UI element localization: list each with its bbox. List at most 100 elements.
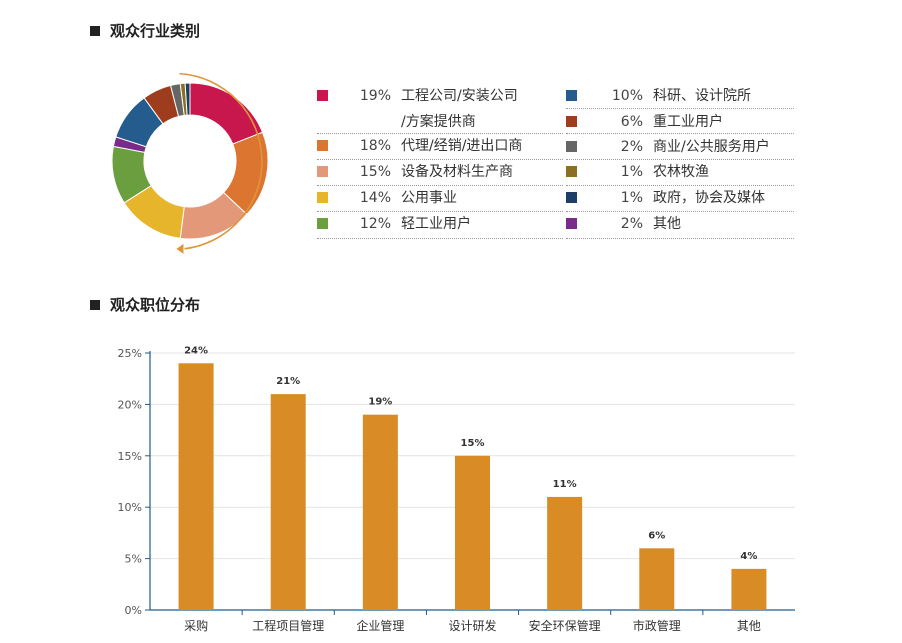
y-tick-label: 5% (125, 553, 142, 566)
legend-label: 代理/经销/进出口商 (401, 136, 522, 156)
legend-item: 19% 工程公司/安装公司/方案提供商 (317, 86, 518, 132)
legend-label-line: 公用事业 (401, 190, 457, 206)
legend-label-line: 工程公司/安装公司 (401, 88, 518, 104)
legend-label-line: 科研、设计院所 (653, 88, 751, 104)
legend-label-line: 其他 (653, 216, 681, 232)
legend-percent: 19% (359, 88, 391, 104)
legend-swatch (566, 141, 577, 152)
legend-swatch (566, 218, 577, 229)
y-tick-label: 20% (118, 398, 142, 411)
bar (270, 394, 306, 610)
legend-swatch (317, 166, 328, 177)
legend-item: 2% 其他 (566, 214, 681, 234)
industry-section-title: 观众行业类别 (90, 20, 200, 41)
legend-percent: 2% (620, 139, 643, 155)
x-category-label: 设计研发 (448, 618, 496, 633)
bar-value-label: 21% (276, 376, 300, 387)
industry-donut-chart (111, 72, 269, 254)
x-category-label: 安全环保管理 (529, 618, 601, 633)
legend-label-line: 轻工业用户 (401, 216, 471, 232)
legend-label: 商业/公共服务用户 (653, 137, 770, 157)
legend-label: 其他 (653, 214, 681, 234)
legend-percent: 1% (620, 164, 643, 180)
legend-divider (566, 185, 794, 186)
legend-label-line: /方案提供商 (401, 114, 476, 130)
legend-item: 14% 公用事业 (317, 188, 457, 208)
legend-label: 重工业用户 (653, 112, 723, 132)
legend-swatch (317, 90, 328, 101)
legend-swatch (566, 192, 577, 203)
legend-item: 15% 设备及材料生产商 (317, 162, 513, 182)
legend-label: 科研、设计院所 (653, 86, 751, 106)
legend-label-line: 政府，协会及媒体 (653, 190, 765, 206)
legend-percent: 6% (620, 114, 643, 130)
x-category-label: 工程项目管理 (252, 618, 324, 633)
y-tick-label: 15% (118, 450, 142, 463)
legend-item: 12% 轻工业用户 (317, 214, 471, 234)
legend-percent: 18% (359, 138, 391, 154)
bar-value-label: 11% (553, 479, 577, 490)
legend-divider (317, 211, 563, 212)
legend-divider (317, 238, 563, 239)
position-title-text: 观众职位分布 (110, 296, 201, 314)
legend-swatch (566, 116, 577, 127)
legend-label-line: 农林牧渔 (653, 164, 709, 180)
donut-slice (189, 82, 264, 145)
legend-divider (566, 211, 794, 212)
legend-divider (566, 108, 794, 109)
legend-item: 10% 科研、设计院所 (566, 86, 751, 106)
legend-swatch (317, 192, 328, 203)
bar-value-label: 4% (740, 551, 757, 562)
legend-label: 公用事业 (401, 188, 457, 208)
legend-percent: 14% (359, 190, 391, 206)
legend-percent: 2% (620, 216, 643, 232)
legend-divider (566, 238, 794, 239)
legend-label: 政府，协会及媒体 (653, 188, 765, 208)
legend-swatch (317, 218, 328, 229)
donut-slice (184, 82, 191, 116)
legend-item: 2% 商业/公共服务用户 (566, 137, 770, 157)
rotation-arrow-arc-icon (179, 72, 263, 250)
legend-label-line: 代理/经销/进出口商 (401, 138, 523, 154)
bar (455, 455, 490, 610)
legend-swatch (566, 90, 577, 101)
legend-percent: 12% (359, 216, 391, 232)
legend-item: 1% 政府，协会及媒体 (566, 188, 765, 208)
position-bar-chart: 0% 5% 10% 15% 20% 25% 24% 采购 21% 工程项目管理 19% 企业管理 15%… (118, 345, 795, 633)
legend-swatch (566, 166, 577, 177)
legend-divider (566, 133, 794, 134)
legend-item: 1% 农林牧渔 (566, 162, 709, 182)
legend-label-line: 商业/公共服务用户 (653, 139, 770, 155)
legend-label-line: 重工业用户 (653, 114, 723, 130)
legend-divider (317, 133, 563, 134)
legend-percent: 1% (620, 190, 643, 206)
y-tick-label: 0% (125, 604, 142, 617)
bar (547, 496, 583, 610)
x-category-label: 企业管理 (356, 618, 404, 633)
position-section-title: 观众职位分布 (90, 294, 200, 315)
legend-label: 农林牧渔 (653, 162, 709, 182)
square-bullet-icon (90, 25, 100, 36)
bar-value-label: 24% (184, 345, 208, 356)
bar (639, 548, 675, 610)
legend-item: 6% 重工业用户 (566, 112, 723, 132)
legend-divider (317, 159, 563, 160)
bar-value-label: 6% (648, 530, 665, 541)
y-tick-label: 25% (118, 347, 142, 360)
square-bullet-icon (90, 299, 100, 310)
legend-label: 设备及材料生产商 (401, 162, 513, 182)
industry-title-text: 观众行业类别 (110, 22, 201, 40)
x-category-label: 其他 (737, 619, 761, 633)
bar (178, 363, 214, 610)
legend-percent: 15% (359, 164, 391, 180)
arrow-head-icon (176, 243, 184, 254)
legend-label: 工程公司/安装公司/方案提供商 (401, 86, 518, 132)
legend-percent: 10% (611, 88, 643, 104)
legend-label-line: 设备及材料生产商 (401, 164, 513, 180)
legend-item: 18% 代理/经销/进出口商 (317, 136, 522, 156)
bar-value-label: 15% (461, 438, 485, 449)
bar (731, 568, 767, 610)
legend-swatch (317, 140, 328, 151)
x-category-label: 市政管理 (633, 618, 681, 633)
legend-divider (566, 159, 794, 160)
